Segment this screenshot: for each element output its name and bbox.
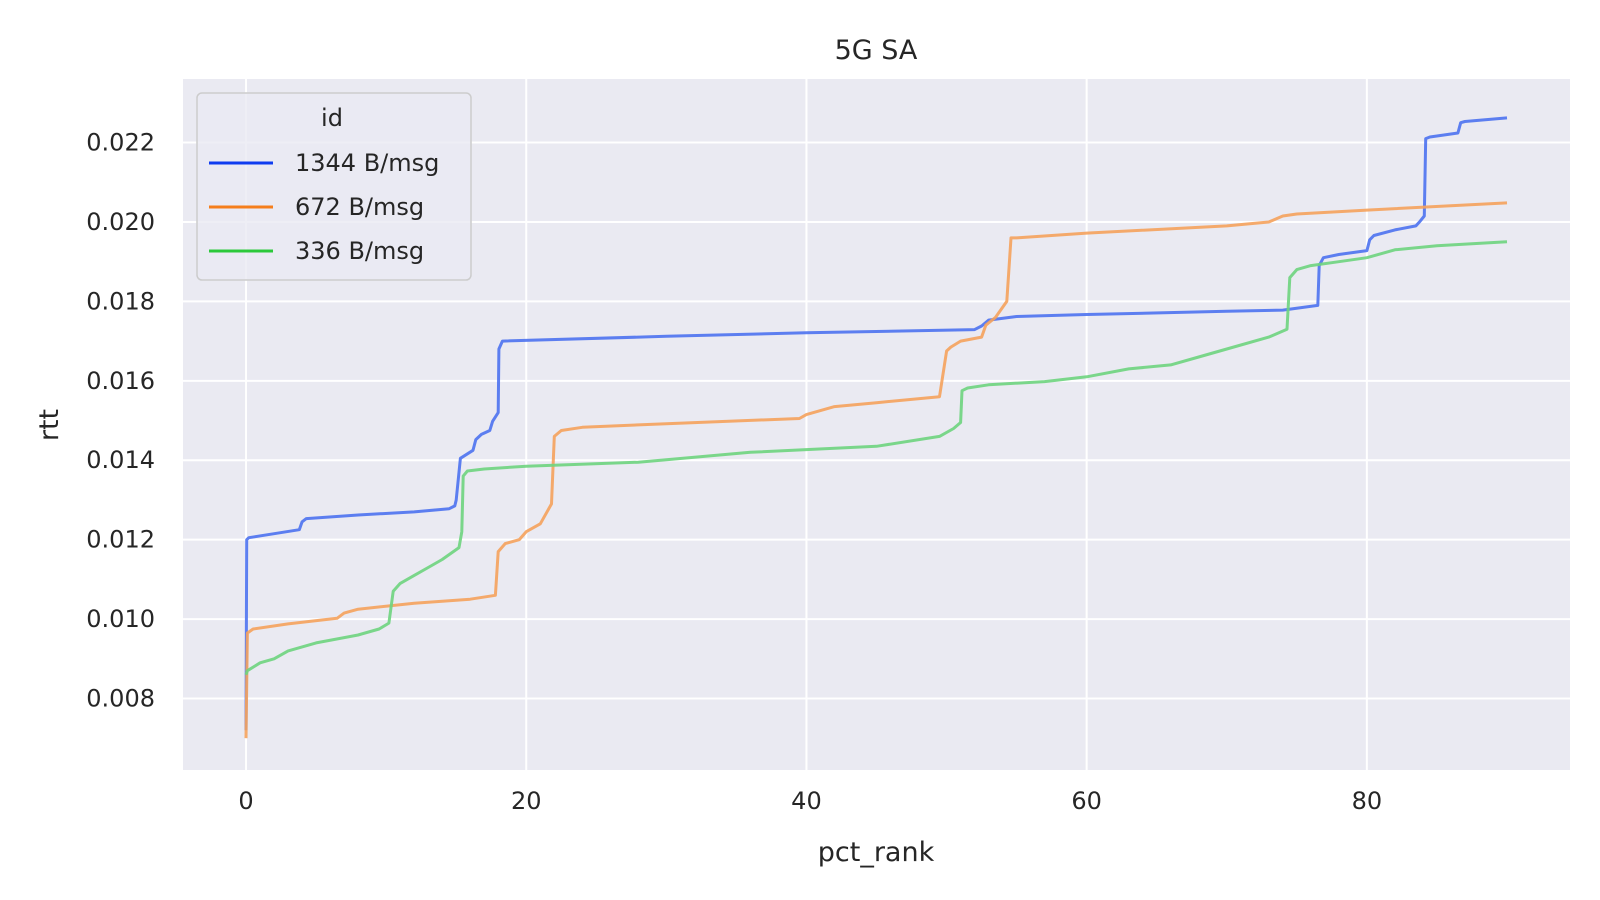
- legend-label-2: 672 B/msg: [295, 193, 424, 221]
- y-axis-label: rtt: [34, 409, 65, 441]
- y-tick-label: 0.020: [86, 208, 155, 236]
- y-tick-label: 0.010: [86, 605, 155, 633]
- series-line-2: [244, 201, 1508, 739]
- series-line-3: [244, 240, 1508, 676]
- gridlines: [183, 79, 1570, 770]
- legend: id 1344 B/msg 672 B/msg 336 B/msg: [196, 92, 472, 281]
- series-line-1: [244, 116, 1508, 731]
- x-tick-labels: 0 20 40 60 80: [238, 787, 1382, 815]
- series-lines: [244, 116, 1508, 739]
- y-tick-label: 0.018: [86, 287, 155, 315]
- x-tick-label: 60: [1071, 787, 1102, 815]
- y-tick-label: 0.008: [86, 685, 155, 713]
- y-tick-label: 0.022: [86, 129, 155, 157]
- legend-label-1: 1344 B/msg: [295, 149, 439, 177]
- chart-title: 5G SA: [835, 35, 918, 66]
- y-tick-labels: 0.008 0.010 0.012 0.014 0.016 0.018 0.020 0.022: [86, 129, 155, 713]
- legend-box: [196, 92, 472, 281]
- x-axis-label: pct_rank: [818, 837, 935, 868]
- legend-title: id: [321, 104, 343, 132]
- x-tick-label: 40: [791, 787, 822, 815]
- x-tick-label: 20: [511, 787, 542, 815]
- x-tick-label: 0: [238, 787, 253, 815]
- y-tick-label: 0.014: [86, 446, 155, 474]
- y-tick-label: 0.012: [86, 526, 155, 554]
- x-tick-label: 80: [1352, 787, 1383, 815]
- y-tick-label: 0.016: [86, 367, 155, 395]
- legend-label-3: 336 B/msg: [295, 237, 424, 265]
